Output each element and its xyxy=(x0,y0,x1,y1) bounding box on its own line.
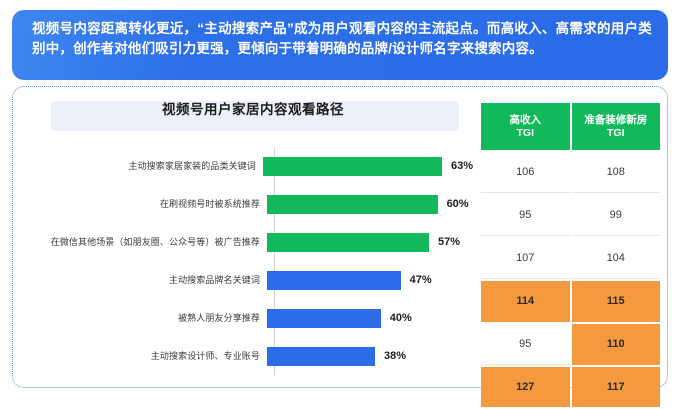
insight-banner-text: 视频号内容距离转化更近，“主动搜索产品”成为用户观看内容的主流起点。而高收入、高… xyxy=(32,21,652,56)
bar-row: 主动搜索品牌名关键词 47% xyxy=(33,261,473,299)
chart-title-box xyxy=(51,101,459,131)
table-row: 127 117 xyxy=(481,367,660,407)
table-cell-highlighted: 117 xyxy=(571,367,660,407)
bar-track: 57% xyxy=(267,223,473,261)
table-header-cell: 高收入 TGI xyxy=(481,103,570,150)
table-cell: 95 xyxy=(481,195,570,236)
table-row: 95 110 xyxy=(481,324,660,365)
bar-row: 被熟人朋友分享推荐 40% xyxy=(33,299,473,337)
bar xyxy=(267,346,376,366)
table-header-row: 高收入 TGI 准备装修新房 TGI xyxy=(481,103,660,150)
bar xyxy=(262,156,442,176)
bar-row: 在微信其他场景（如朋友圈、公众号等）被广告推荐 57% xyxy=(33,223,473,261)
table-cell: 107 xyxy=(481,238,570,279)
bar-value-label: 63% xyxy=(450,160,473,172)
chart-title: 视频号用户家居内容观看路径 xyxy=(162,102,344,117)
table-cell: 108 xyxy=(571,152,660,193)
table-cell: 95 xyxy=(481,324,570,365)
bar-track: 60% xyxy=(267,185,473,223)
bar-track: 63% xyxy=(262,147,473,185)
bar-value-label: 57% xyxy=(438,236,461,248)
table-cell-highlighted: 110 xyxy=(571,324,660,365)
table-header-cell: 准备装修新房 TGI xyxy=(571,103,660,150)
tgi-table-panel: 高收入 TGI 准备装修新房 TGI 106 108 95 99 107 104 114 115 95… xyxy=(479,101,662,407)
bar-value-label: 40% xyxy=(389,312,412,324)
bar-row: 在刷视频号时被系统推荐 60% xyxy=(33,185,473,223)
table-cell-highlighted: 115 xyxy=(571,281,660,322)
y-axis-line xyxy=(274,147,275,375)
insight-banner: 视频号内容距离转化更近，“主动搜索产品”成为用户观看内容的主流起点。而高收入、高… xyxy=(12,10,668,80)
bar-track: 40% xyxy=(267,299,473,337)
table-cell: 106 xyxy=(481,152,570,193)
bar-value-label: 38% xyxy=(384,350,407,362)
table-cell: 99 xyxy=(571,195,660,236)
tgi-table-head: 高收入 TGI 准备装修新房 TGI xyxy=(481,103,660,150)
table-header-line2: TGI xyxy=(607,126,625,139)
chart-panel: 视频号用户家居内容观看路径 主动搜索家居家装的品类关键词 63% 在刷视频号时被系统… xyxy=(33,92,473,382)
tgi-table: 高收入 TGI 准备装修新房 TGI 106 108 95 99 107 104 114 115 95… xyxy=(479,101,662,409)
content-card-inner: 视频号用户家居内容观看路径 主动搜索家居家装的品类关键词 63% 在刷视频号时被系统… xyxy=(19,92,663,407)
bar-category-label: 在刷视频号时被系统推荐 xyxy=(159,199,260,209)
table-header-line1: 高收入 xyxy=(509,113,542,126)
table-row: 95 99 xyxy=(481,195,660,236)
bar-row: 主动搜索设计师、专业账号 38% xyxy=(33,337,473,375)
table-header-line2: TGI xyxy=(516,126,535,139)
table-row: 106 108 xyxy=(481,152,660,193)
table-cell: 104 xyxy=(571,238,660,279)
bar-value-label: 47% xyxy=(409,274,432,286)
bar-track: 47% xyxy=(267,261,473,299)
bar-rows: 主动搜索家居家装的品类关键词 63% 在刷视频号时被系统推荐 60% 在微信其他场景（如… xyxy=(33,147,473,375)
bar xyxy=(267,270,401,290)
table-cell-highlighted: 127 xyxy=(481,367,570,407)
bar xyxy=(267,308,381,328)
bar xyxy=(267,194,438,214)
table-row: 114 115 xyxy=(481,281,660,322)
bar-chart-plot: 主动搜索家居家装的品类关键词 63% 在刷视频号时被系统推荐 60% 在微信其他场景（如… xyxy=(33,147,473,379)
bar-category-label: 主动搜索品牌名关键词 xyxy=(168,275,260,285)
bar-category-label: 主动搜索家居家装的品类关键词 xyxy=(128,161,256,171)
table-header-line1: 准备装修新房 xyxy=(584,113,648,126)
bar-value-label: 60% xyxy=(446,198,469,210)
tgi-table-body: 106 108 95 99 107 104 114 115 95 110 127 117 xyxy=(481,152,660,407)
bar-category-label: 被熟人朋友分享推荐 xyxy=(178,313,260,323)
table-row: 107 104 xyxy=(481,238,660,279)
bar-category-label: 在微信其他场景（如朋友圈、公众号等）被广告推荐 xyxy=(50,237,260,247)
table-cell-highlighted: 114 xyxy=(481,281,570,322)
bar-category-label: 主动搜索设计师、专业账号 xyxy=(150,351,260,361)
bar-track: 38% xyxy=(267,337,473,375)
content-card: 视频号用户家居内容观看路径 主动搜索家居家装的品类关键词 63% 在刷视频号时被系统… xyxy=(12,86,668,407)
bar-row: 主动搜索家居家装的品类关键词 63% xyxy=(33,147,473,185)
bar xyxy=(267,232,430,252)
